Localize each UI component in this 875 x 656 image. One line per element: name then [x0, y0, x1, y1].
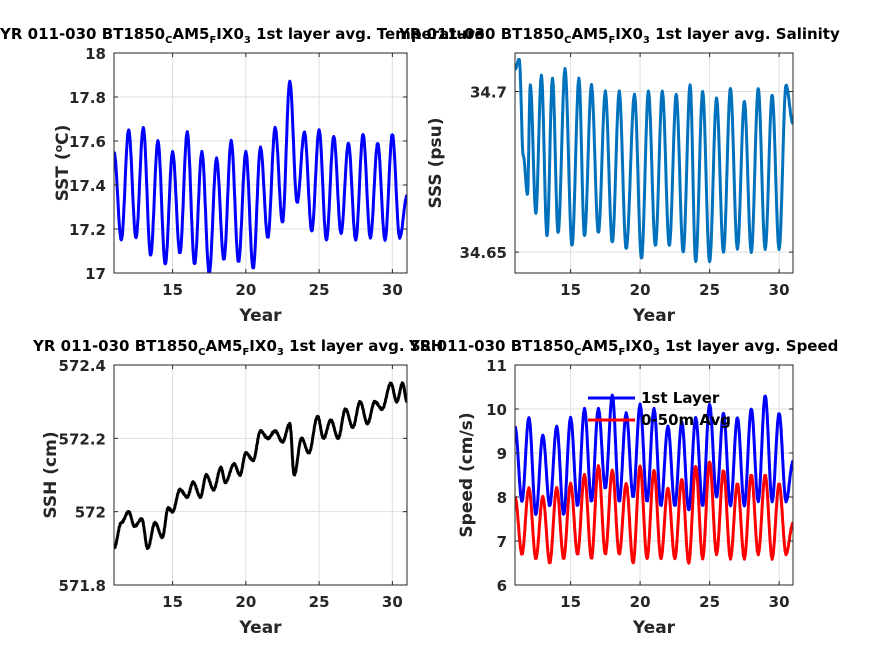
subplot-3: 15 20 25 30 571.8 572 572.2 572.4 Year SSH (cm) YR… — [32, 337, 443, 638]
title-mid: IX0 — [615, 25, 643, 43]
series-line-1 — [515, 57, 793, 264]
subplot-2: 15 20 25 30 34.65 34.7 Year SSS (psu) YR 011-030… — [398, 25, 840, 326]
title-mid: AM5 — [571, 25, 608, 43]
y-tick-label: 572 — [75, 504, 106, 522]
series-line-2 — [515, 460, 793, 565]
title-main: YR 011-030 BT1850 — [0, 25, 165, 43]
title-mid: AM5 — [205, 337, 242, 355]
x-tick-label: 30 — [382, 281, 403, 299]
y-tick-label: 34.7 — [470, 84, 507, 102]
axes-box — [113, 364, 408, 586]
y-axis-label-main: SST ( — [53, 152, 73, 201]
title-sub: C — [574, 347, 581, 358]
plot-area — [114, 53, 407, 273]
title-sub: F — [209, 35, 216, 46]
y-tick-label: 572.2 — [59, 430, 106, 448]
y-tick-label: 17.8 — [69, 89, 106, 107]
x-tick-label: 15 — [560, 593, 581, 611]
x-tick-label: 20 — [630, 593, 651, 611]
title-sub: 3 — [643, 35, 650, 46]
subplot-4: 15 20 25 30 6 7 8 9 10 11 Year Speed (cm/s) YR 011-0… — [408, 337, 838, 638]
title-sub: 3 — [653, 347, 660, 358]
y-tick-label: 17.2 — [69, 221, 106, 239]
title-sub: 3 — [277, 347, 284, 358]
y-axis-label-sup: o — [52, 144, 65, 152]
title-mid: IX0 — [249, 337, 277, 355]
plot-area — [114, 365, 407, 585]
title-mid: AM5 — [172, 25, 209, 43]
y-axis-label: SSS (psu) — [426, 117, 446, 208]
chart-title: YR 011-030 BT1850CAM5FIX03 1st layer avg… — [0, 25, 485, 46]
title-tail: 1st layer avg. Salinity — [650, 25, 840, 43]
title-sub: C — [198, 347, 205, 358]
y-tick-label: 34.65 — [460, 244, 507, 262]
x-axis-label: Year — [632, 306, 676, 326]
y-axis-label: Speed (cm/s) — [457, 412, 477, 537]
y-tick-label: 18 — [85, 45, 106, 63]
x-tick-label: 20 — [235, 593, 256, 611]
title-sub: F — [242, 347, 249, 358]
series-line-1 — [114, 381, 407, 550]
y-axis-label-main: SSS (psu) — [426, 117, 446, 208]
axes-box — [113, 52, 408, 274]
series-line-1 — [114, 79, 407, 273]
x-axis-label: Year — [238, 618, 282, 638]
x-tick-label: 20 — [235, 281, 256, 299]
y-tick-label: 17 — [85, 265, 106, 283]
x-axis-label: Year — [632, 618, 676, 638]
y-tick-label: 10 — [486, 401, 507, 419]
legend-label: 1st Layer — [641, 389, 720, 407]
title-mid: IX0 — [216, 25, 244, 43]
y-axis-label-main: Speed (cm/s) — [457, 412, 477, 537]
chart-title: YR 011-030 BT1850CAM5FIX03 1st layer avg… — [408, 337, 838, 358]
title-sub: 3 — [244, 35, 251, 46]
x-tick-label: 25 — [309, 593, 330, 611]
x-tick-label: 15 — [162, 593, 183, 611]
y-axis-label: SST (oC) — [52, 125, 73, 202]
y-tick-label: 11 — [486, 357, 507, 375]
x-tick-label: 30 — [769, 281, 790, 299]
chart-title: YR 011-030 BT1850CAM5FIX03 1st layer avg… — [398, 25, 840, 46]
legend: 1st Layer 0-50m Avg — [588, 389, 731, 429]
y-axis-label-tail: C) — [53, 125, 73, 145]
y-tick-label: 17.4 — [69, 177, 106, 195]
title-main: YR 011-030 BT1850 — [408, 337, 574, 355]
y-tick-label: 9 — [497, 445, 507, 463]
title-sub: F — [618, 347, 625, 358]
x-tick-label: 15 — [560, 281, 581, 299]
title-main: YR 011-030 BT1850 — [32, 337, 198, 355]
y-axis-label-main: SSH (cm) — [41, 431, 61, 518]
title-tail: 1st layer avg. Speed — [660, 337, 839, 355]
x-tick-label: 20 — [630, 281, 651, 299]
axes-box — [514, 52, 794, 274]
series-line-1 — [515, 393, 793, 516]
x-tick-label: 30 — [769, 593, 790, 611]
axes-box — [514, 364, 794, 586]
y-tick-label: 8 — [497, 489, 507, 507]
x-tick-label: 25 — [309, 281, 330, 299]
y-tick-label: 6 — [497, 577, 507, 595]
x-tick-label: 30 — [382, 593, 403, 611]
chart-title: YR 011-030 BT1850CAM5FIX03 1st layer avg… — [32, 337, 443, 358]
legend-label: 0-50m Avg — [641, 411, 731, 429]
x-tick-label: 25 — [699, 281, 720, 299]
title-tail: 1st layer avg. Temperature — [251, 25, 485, 43]
y-axis-label: SSH (cm) — [41, 431, 61, 518]
x-tick-label: 15 — [162, 281, 183, 299]
x-axis-label: Year — [238, 306, 282, 326]
title-mid: AM5 — [581, 337, 618, 355]
y-tick-label: 571.8 — [59, 577, 106, 595]
title-sub: F — [608, 35, 615, 46]
title-sub: C — [564, 35, 571, 46]
title-mid: IX0 — [625, 337, 653, 355]
y-tick-label: 7 — [497, 533, 507, 551]
title-tail: 1st layer avg. SSH — [284, 337, 443, 355]
x-tick-label: 25 — [699, 593, 720, 611]
y-tick-label: 17.6 — [69, 133, 106, 151]
title-main: YR 011-030 BT1850 — [398, 25, 564, 43]
title-sub: C — [165, 35, 172, 46]
y-tick-label: 572.4 — [59, 357, 106, 375]
subplot-1: 15 20 25 30 17 17.2 17.4 17.6 17.8 18 Year SST (oC)… — [0, 25, 485, 326]
